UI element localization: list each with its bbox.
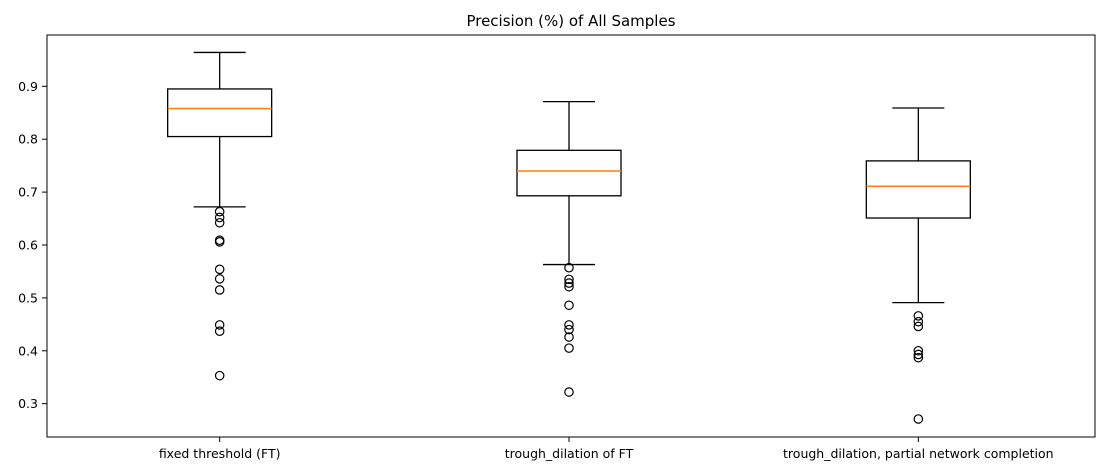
y-axis: 0.3 0.4 0.5 0.6 0.7 0.8 0.9 <box>18 79 47 411</box>
outlier-point <box>564 262 574 273</box>
iqr-box <box>516 149 622 197</box>
outlier-point <box>913 345 924 356</box>
x-axis: fixed threshold (FT) trough_dilation of F… <box>159 437 1054 461</box>
outlier-point <box>913 311 924 321</box>
y-tick-label: 0.7 <box>18 185 38 200</box>
outlier-point <box>214 320 225 330</box>
outlier-point <box>564 332 574 342</box>
box-group <box>167 51 273 381</box>
outlier-point <box>214 206 225 217</box>
outlier-point <box>913 321 924 332</box>
x-category-label: trough_dilation, partial network complet… <box>783 446 1054 461</box>
outlier-point <box>564 300 574 311</box>
outlier-point <box>214 285 225 295</box>
outlier-point <box>564 274 574 285</box>
iqr-box <box>167 88 273 138</box>
outlier-point <box>564 324 574 335</box>
outlier-point <box>214 370 225 381</box>
outlier-point <box>564 387 574 397</box>
y-tick-label: 0.5 <box>18 290 38 305</box>
y-tick-label: 0.8 <box>18 132 38 147</box>
iqr-box <box>865 160 971 219</box>
chart-title: Precision (%) of All Samples <box>466 12 675 30</box>
outlier-point <box>214 326 225 337</box>
box-group <box>865 107 971 424</box>
box-series <box>167 51 971 424</box>
outlier-point <box>913 414 924 424</box>
axes-frame <box>46 34 1096 438</box>
outlier-point <box>913 316 924 327</box>
y-tick-label: 0.3 <box>18 396 38 411</box>
outlier-point <box>564 343 574 353</box>
outlier-point <box>214 264 225 275</box>
outlier-point <box>214 274 225 284</box>
outlier-point <box>214 217 225 228</box>
outlier-point <box>913 352 924 363</box>
y-tick-label: 0.4 <box>18 343 38 358</box>
y-tick-label: 0.6 <box>18 237 38 252</box>
outlier-point <box>564 320 574 330</box>
outlier-point <box>564 278 574 288</box>
box-group <box>516 100 622 397</box>
x-category-label: trough_dilation of FT <box>505 446 634 461</box>
outlier-point <box>214 237 225 247</box>
outlier-point <box>564 281 574 292</box>
x-category-label: fixed threshold (FT) <box>159 446 281 461</box>
y-tick-label: 0.9 <box>18 79 38 94</box>
outlier-point <box>913 349 924 360</box>
outlier-point <box>214 212 225 223</box>
